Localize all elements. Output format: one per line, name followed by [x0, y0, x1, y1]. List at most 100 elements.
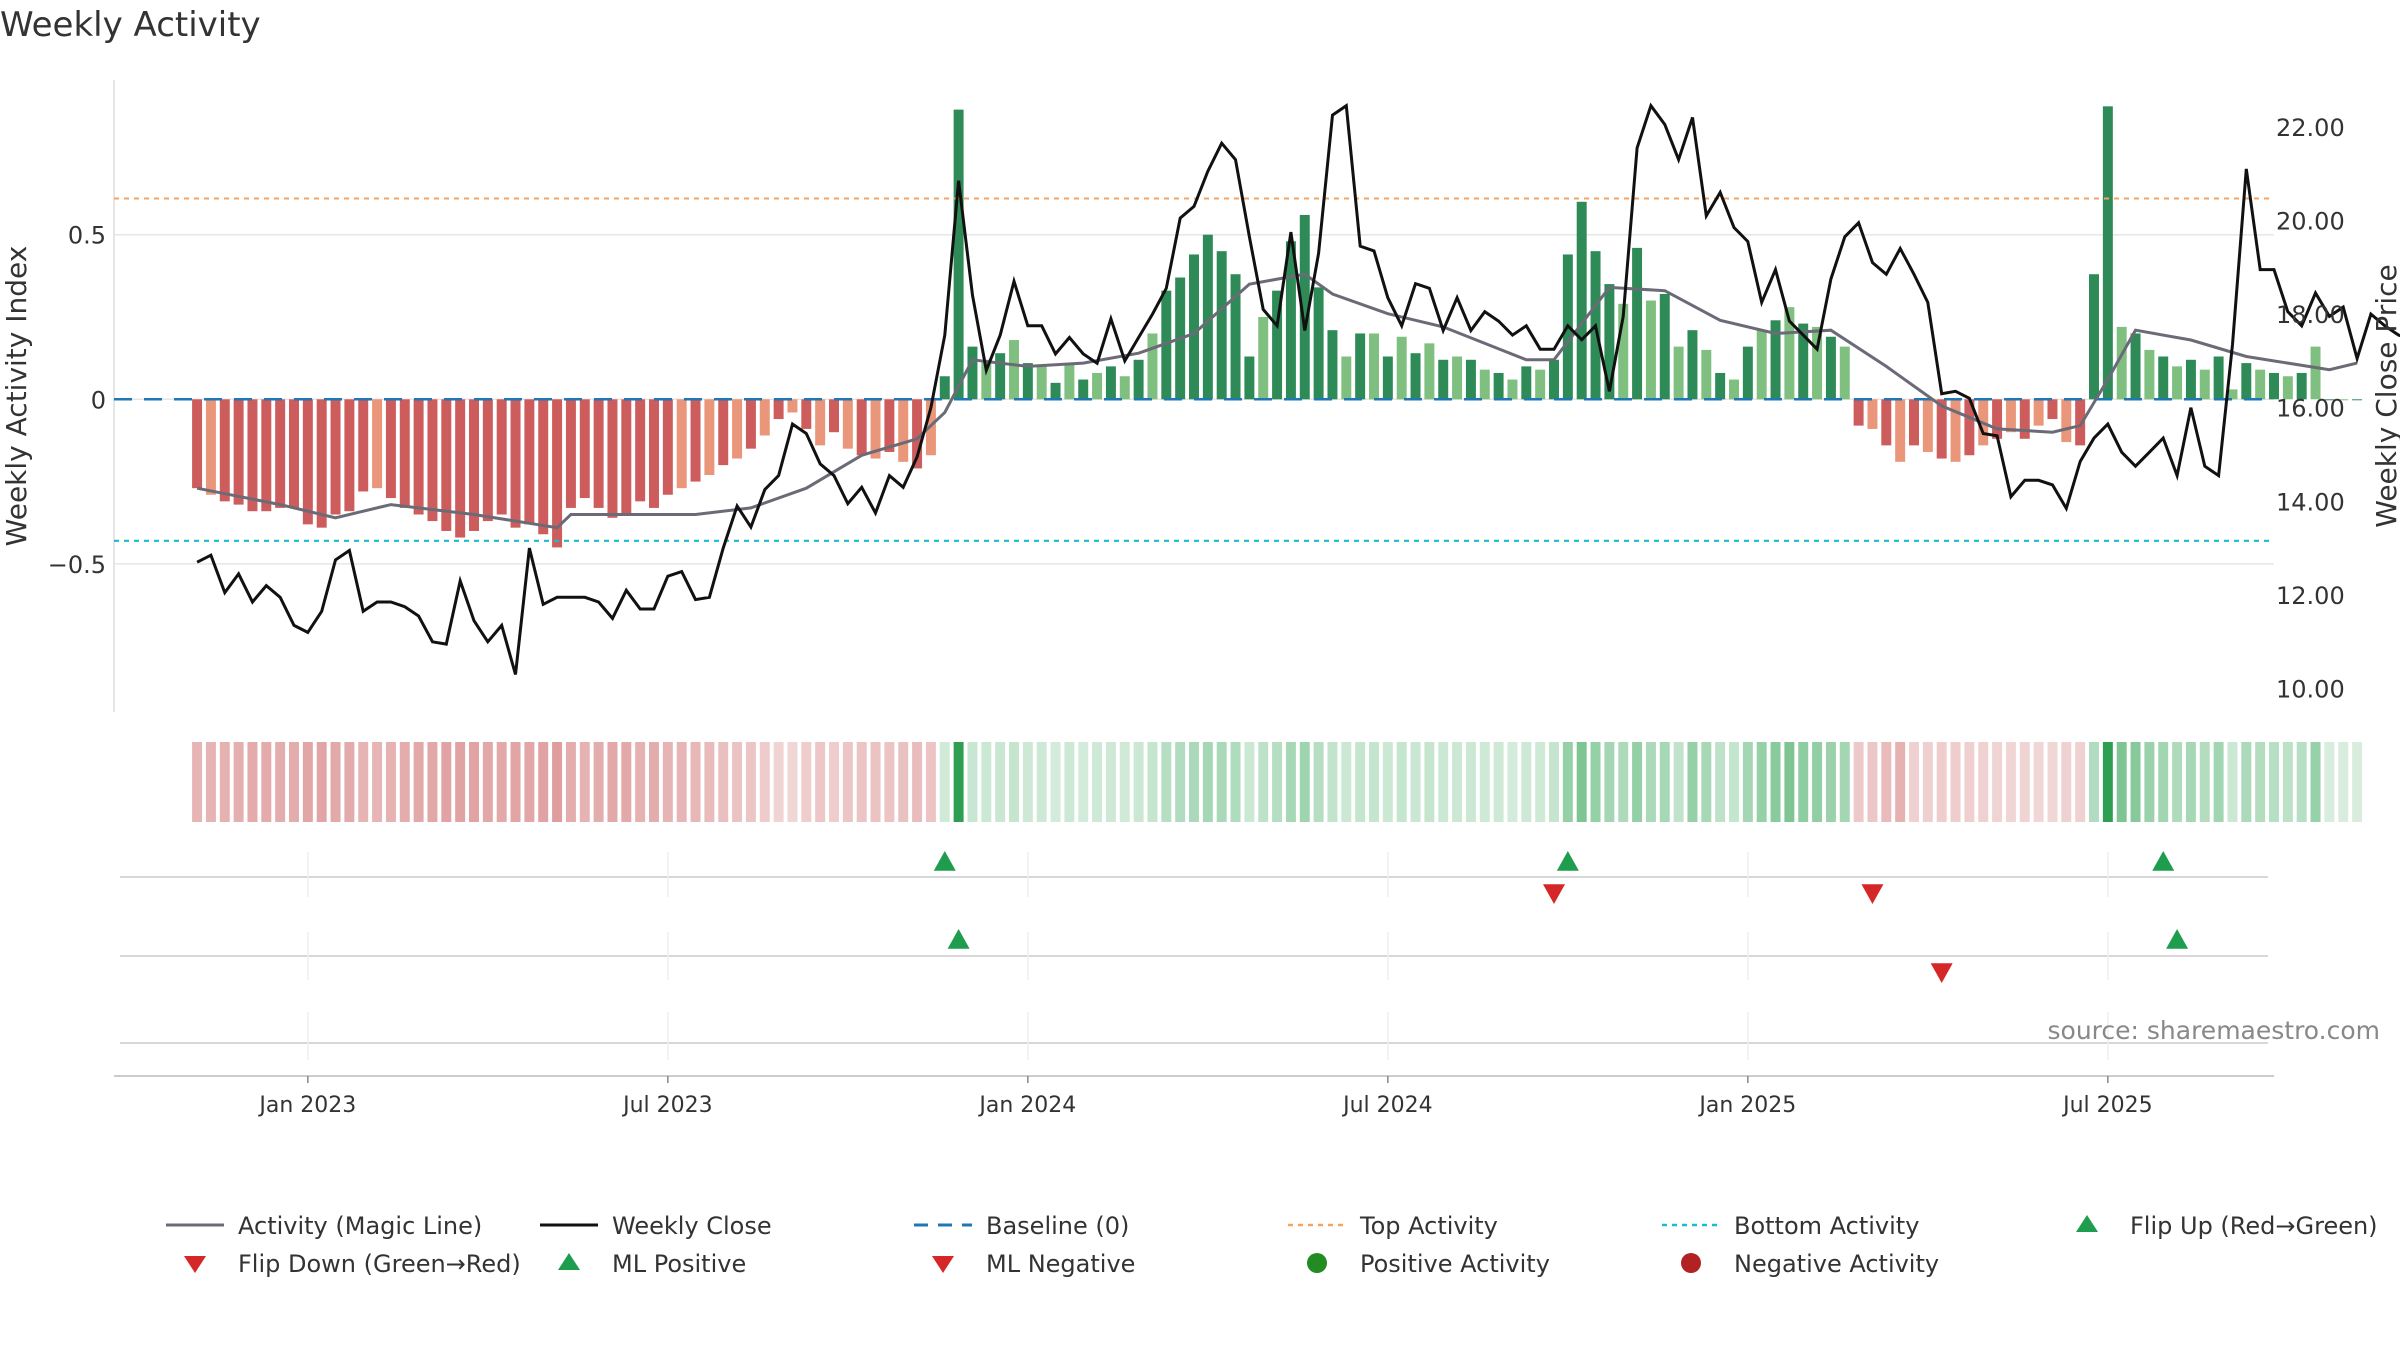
- activity-bar: [233, 399, 244, 505]
- legend-swatch-red-dot: [1681, 1253, 1701, 1273]
- strip-cell: [2324, 742, 2335, 822]
- activity-bar: [1853, 399, 1864, 426]
- legend-item: ML Positive: [558, 1250, 746, 1278]
- strip-cell: [289, 742, 299, 822]
- activity-bar: [704, 399, 715, 475]
- strip-cell: [829, 742, 839, 822]
- strip-cell: [1202, 742, 1213, 822]
- strip-cell: [565, 742, 576, 822]
- strip-cell: [510, 742, 521, 822]
- activity-bar: [2019, 399, 2030, 439]
- strip-cell: [676, 742, 687, 822]
- legend-label: Weekly Close: [612, 1212, 772, 1240]
- activity-bar: [2282, 376, 2293, 400]
- legend-item: ML Negative: [932, 1250, 1135, 1278]
- activity-bar: [1465, 359, 1476, 400]
- legend-swatch-down-triangle: [184, 1256, 206, 1273]
- strip-cell: [1659, 742, 1670, 822]
- activity-bar: [842, 399, 853, 449]
- activity-bar: [884, 399, 895, 452]
- activity-bar: [1189, 254, 1199, 400]
- strip-cell: [1064, 742, 1075, 822]
- activity-bar: [1839, 346, 1850, 400]
- strip-cell: [330, 742, 341, 822]
- strip-cell: [732, 742, 743, 822]
- strip-cell: [1327, 742, 1338, 822]
- strip-cell: [870, 742, 881, 822]
- activity-bar: [1535, 369, 1546, 400]
- strip-cell: [261, 742, 272, 822]
- activity-bar: [469, 399, 479, 531]
- strip-cell: [1078, 742, 1089, 822]
- strip-cell: [1950, 742, 1961, 822]
- legend-swatch-green-dot: [1307, 1253, 1327, 1273]
- y-right-tick-label: 16.00: [2276, 395, 2345, 423]
- strip-cell: [1285, 742, 1296, 822]
- strip-cell: [635, 742, 646, 822]
- activity-bar: [427, 399, 438, 522]
- activity-bar: [953, 109, 964, 400]
- strip-cell: [759, 742, 770, 822]
- strip-cell: [1189, 742, 1199, 822]
- activity-bar: [1673, 346, 1684, 400]
- strip-cell: [1521, 742, 1532, 822]
- activity-strip: [192, 742, 2363, 822]
- activity-bar: [1825, 336, 1836, 400]
- strip-cell: [1341, 742, 1352, 822]
- activity-bar: [1092, 372, 1103, 400]
- legend-label: Baseline (0): [986, 1212, 1129, 1240]
- activity-bar: [247, 399, 258, 512]
- strip-cell: [1909, 742, 1919, 822]
- legend-label: Negative Activity: [1734, 1250, 1939, 1278]
- activity-bar: [1604, 284, 1615, 400]
- activity-bar: [1022, 363, 1033, 400]
- strip-cell: [953, 742, 964, 822]
- legend-item: Positive Activity: [1307, 1250, 1550, 1278]
- x-tick-label: Jan 2025: [1697, 1093, 1796, 1118]
- activity-bar: [496, 399, 507, 515]
- strip-cell: [372, 742, 383, 822]
- activity-bar: [1479, 369, 1490, 400]
- flip-down-marker: [1861, 884, 1884, 904]
- strip-cell: [1119, 742, 1130, 822]
- activity-bar: [316, 399, 327, 528]
- activity-bar: [1936, 399, 1947, 459]
- strip-cell: [441, 742, 452, 822]
- activity-bar: [579, 399, 590, 499]
- strip-cell: [2144, 742, 2155, 822]
- strip-cell: [1867, 742, 1878, 822]
- strip-cell: [2296, 742, 2307, 822]
- x-tick-label: Jan 2023: [257, 1093, 356, 1118]
- activity-bar: [2269, 372, 2279, 400]
- activity-bar: [2255, 369, 2266, 400]
- activity-bar: [787, 399, 798, 413]
- activity-bar: [552, 399, 563, 548]
- activity-bar: [759, 399, 770, 436]
- strip-cell: [2005, 742, 2016, 822]
- strip-cell: [745, 742, 756, 822]
- strip-cell: [2269, 742, 2279, 822]
- strip-cell: [455, 742, 466, 822]
- activity-bar: [510, 399, 521, 528]
- y-right-tick-label: 14.00: [2276, 488, 2345, 516]
- strip-cell: [1562, 742, 1573, 822]
- x-axis: Jan 2023 Jul 2023 Jan 2024 Jul 2024 Jan 2025…: [114, 1075, 2274, 1118]
- strip-cell: [2199, 742, 2210, 822]
- strip-cell: [1382, 742, 1393, 822]
- strip-cell: [2130, 742, 2141, 822]
- strip-cell: [1839, 742, 1850, 822]
- legend-label: Top Activity: [1359, 1212, 1498, 1240]
- strip-cell: [621, 742, 632, 822]
- legend-item: Top Activity: [1288, 1212, 1498, 1240]
- strip-cell: [1161, 742, 1172, 822]
- y-right-tick-label: 22.00: [2276, 114, 2345, 142]
- activity-bar: [1964, 399, 1975, 456]
- activity-bar: [1770, 320, 1781, 400]
- activity-bar: [1909, 399, 1919, 446]
- strip-cell: [1438, 742, 1449, 822]
- strip-cell: [205, 742, 216, 822]
- strip-cell: [1618, 742, 1629, 822]
- strip-cell: [275, 742, 286, 822]
- strip-cell: [482, 742, 493, 822]
- strip-cell: [607, 742, 618, 822]
